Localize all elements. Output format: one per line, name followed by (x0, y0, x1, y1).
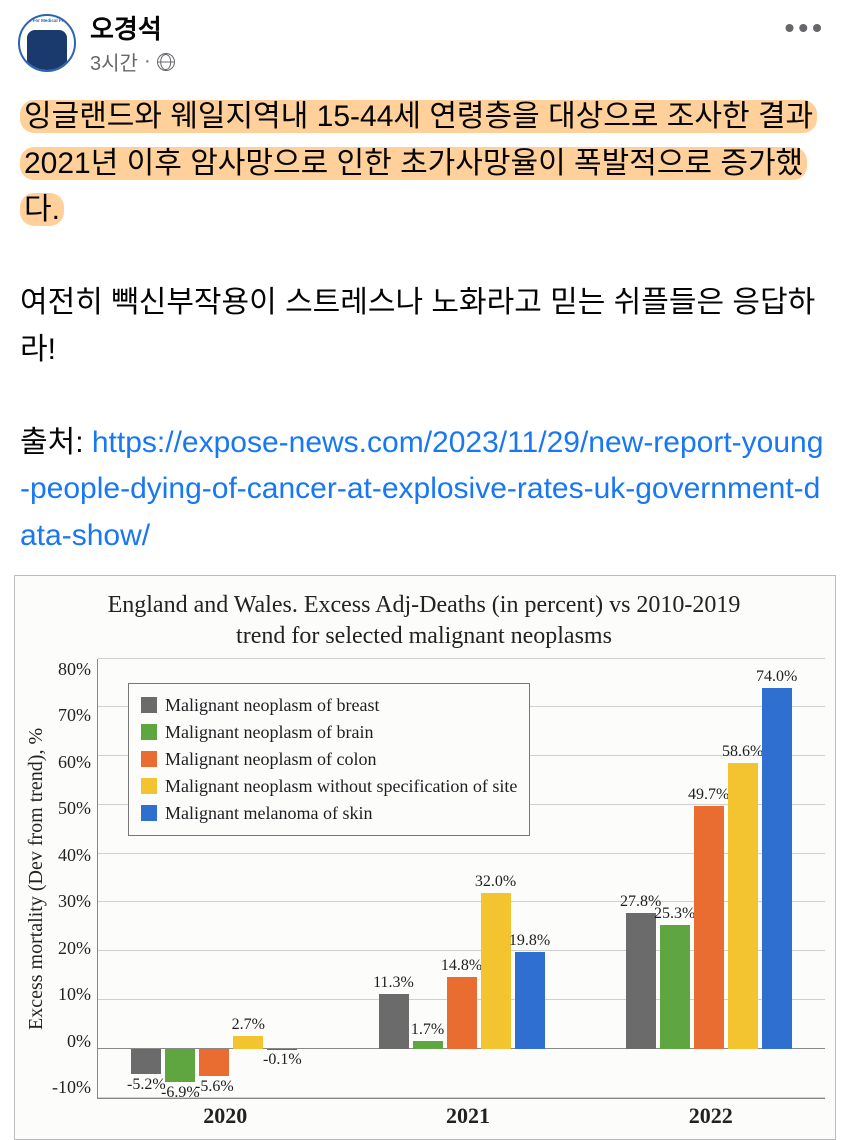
bar: 1.7% (413, 1041, 443, 1049)
bar: 19.8% (515, 952, 545, 1049)
meta-separator: · (144, 50, 151, 73)
xtick-label: 2022 (689, 1103, 733, 1129)
bar: 27.8% (626, 913, 656, 1049)
legend-item: Malignant neoplasm of colon (141, 746, 517, 773)
avatar[interactable]: I Stand For Medical Freedom (18, 14, 76, 72)
chart-title-line1: England and Wales. Excess Adj-Deaths (in… (108, 592, 741, 618)
post-paragraph-2: 여전히 빽신부작용이 스트레스나 노화라고 믿는 쉬플들은 응답하라! (20, 280, 830, 373)
chart-area: Excess mortality (Dev from trend), % 80%… (23, 659, 825, 1099)
bar: -5.2% (131, 1049, 161, 1074)
legend-swatch (141, 724, 157, 740)
ytick-label: 70% (52, 705, 91, 726)
legend-swatch (141, 778, 157, 794)
chart-container: England and Wales. Excess Adj-Deaths (in… (14, 575, 836, 1139)
bar-value-label: -5.2% (127, 1076, 166, 1094)
bar: 11.3% (379, 994, 409, 1049)
bar: 25.3% (660, 925, 690, 1048)
bar: 2.7% (233, 1036, 263, 1049)
bar-value-label: 11.3% (373, 974, 414, 992)
source-label: 출처: (20, 426, 92, 459)
ytick-label: 10% (52, 984, 91, 1005)
legend-swatch (141, 751, 157, 767)
post-meta: 3시간 · (90, 47, 785, 76)
bar-value-label: 2.7% (232, 1016, 265, 1034)
avatar-body (27, 30, 67, 70)
bar: 58.6% (728, 763, 758, 1049)
ytick-label: 30% (52, 891, 91, 912)
source-link[interactable]: https://expose-news.com/2023/11/29/new-r… (20, 426, 823, 552)
chart-yaxis: 80% 70% 60% 50% 40% 30% 20% 10% 0% -10% (50, 659, 97, 1099)
legend-item: Malignant neoplasm of brain (141, 719, 517, 746)
ytick-label: 20% (52, 938, 91, 959)
bar-value-label: 14.8% (441, 957, 482, 975)
globe-icon[interactable] (157, 53, 175, 71)
bar-value-label: -6.9% (161, 1084, 200, 1102)
bar: 32.0% (481, 893, 511, 1049)
bar-value-label: 19.8% (509, 932, 550, 950)
bar-value-label: 58.6% (722, 743, 763, 761)
author-block: 오경석 3시간 · (90, 14, 785, 76)
chart-title: England and Wales. Excess Adj-Deaths (in… (23, 590, 825, 652)
ytick-label: 80% (52, 659, 91, 680)
chart-ylabel: Excess mortality (Dev from trend), % (23, 659, 50, 1099)
legend-item: Malignant neoplasm without specification… (141, 773, 517, 800)
bar: 14.8% (447, 977, 477, 1049)
year-group: 27.8%25.3%49.7%58.6%74.0% (626, 659, 792, 1098)
bar: -5.6% (199, 1049, 229, 1076)
more-options-button[interactable]: ••• (785, 14, 832, 42)
chart-xaxis: 2020 2021 2022 (111, 1103, 825, 1131)
bar-value-label: 74.0% (756, 668, 797, 686)
author-name[interactable]: 오경석 (90, 14, 785, 45)
chart-plot: Malignant neoplasm of breastMalignant ne… (97, 659, 825, 1099)
ytick-label: 50% (52, 798, 91, 819)
xtick-label: 2020 (203, 1103, 247, 1129)
legend-swatch (141, 697, 157, 713)
chart-title-line2: trend for selected malignant neoplasms (236, 623, 612, 649)
bar-value-label: 49.7% (688, 786, 729, 804)
bar-value-label: 25.3% (654, 905, 695, 923)
legend-label: Malignant neoplasm of brain (165, 719, 373, 746)
legend-swatch (141, 805, 157, 821)
legend-item: Malignant melanoma of skin (141, 800, 517, 827)
highlighted-text: 잉글랜드와 웨일지역내 15-44세 연령층을 대상으로 조사한 결과 2021… (20, 100, 817, 226)
bar: 74.0% (762, 688, 792, 1049)
bar-value-label: 32.0% (475, 873, 516, 891)
bar: -6.9% (165, 1049, 195, 1083)
ytick-label: -10% (52, 1077, 91, 1098)
legend-label: Malignant neoplasm of breast (165, 692, 379, 719)
legend-label: Malignant melanoma of skin (165, 800, 372, 827)
ytick-label: 60% (52, 752, 91, 773)
post-paragraph-highlight: 잉글랜드와 웨일지역내 15-44세 연령층을 대상으로 조사한 결과 2021… (20, 94, 830, 234)
legend-label: Malignant neoplasm of colon (165, 746, 376, 773)
bar-value-label: -5.6% (195, 1078, 234, 1096)
bar-value-label: -0.1% (263, 1051, 302, 1069)
legend-label: Malignant neoplasm without specification… (165, 773, 517, 800)
ytick-label: 40% (52, 845, 91, 866)
ytick-label: 0% (52, 1031, 91, 1052)
post-body: 잉글랜드와 웨일지역내 15-44세 연령층을 대상으로 조사한 결과 2021… (0, 84, 850, 563)
xtick-label: 2021 (446, 1103, 490, 1129)
post-source-line: 출처: https://expose-news.com/2023/11/29/n… (20, 420, 830, 560)
chart-legend: Malignant neoplasm of breastMalignant ne… (128, 683, 530, 836)
legend-item: Malignant neoplasm of breast (141, 692, 517, 719)
avatar-caption: I Stand For Medical Freedom (18, 18, 76, 23)
post-header: I Stand For Medical Freedom 오경석 3시간 · ••… (0, 0, 850, 84)
bar: 49.7% (694, 806, 724, 1048)
bar-value-label: 1.7% (411, 1021, 444, 1039)
post-time[interactable]: 3시간 (90, 47, 138, 76)
